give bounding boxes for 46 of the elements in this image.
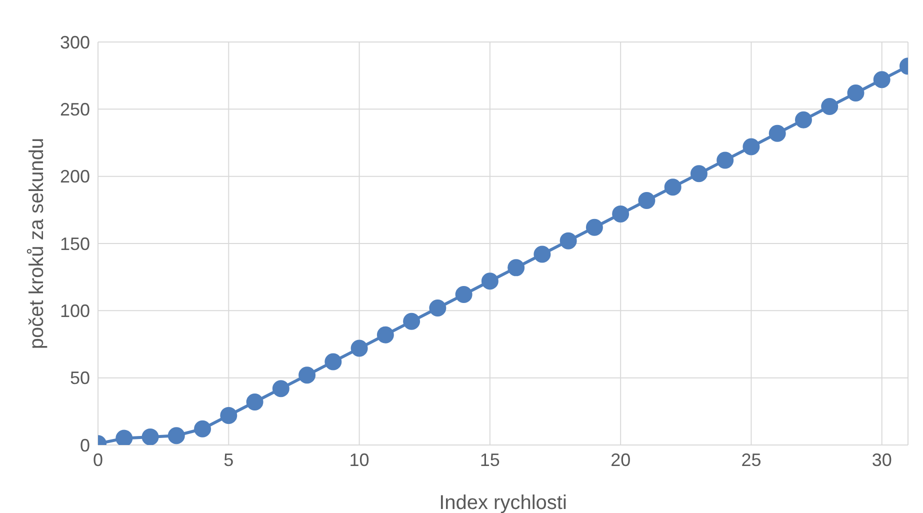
y-tick-label: 300 bbox=[60, 32, 90, 52]
point bbox=[350, 340, 368, 357]
y-tick-label: 250 bbox=[60, 100, 90, 120]
point bbox=[246, 394, 264, 411]
point bbox=[716, 152, 734, 169]
x-tick-label: 0 bbox=[92, 450, 104, 470]
y-tick-label: 100 bbox=[60, 301, 90, 322]
point bbox=[481, 272, 498, 290]
point bbox=[403, 312, 420, 330]
point bbox=[534, 246, 551, 263]
point bbox=[847, 84, 864, 102]
x-tick-label: 20 bbox=[610, 450, 631, 470]
x-axis-title: Index rychlosti bbox=[439, 492, 567, 513]
x-tick-label: 5 bbox=[224, 450, 234, 470]
point bbox=[429, 299, 446, 316]
point bbox=[168, 427, 185, 444]
point bbox=[272, 380, 290, 398]
point bbox=[508, 259, 525, 276]
point bbox=[794, 111, 812, 128]
x-tick-label: 25 bbox=[741, 450, 762, 470]
point bbox=[586, 218, 603, 236]
point bbox=[612, 205, 630, 222]
point bbox=[142, 428, 159, 445]
y-tick-label: 200 bbox=[60, 166, 90, 187]
point bbox=[116, 430, 133, 445]
point bbox=[376, 326, 394, 344]
point bbox=[742, 138, 760, 156]
x-tick-label: 15 bbox=[480, 450, 500, 470]
point bbox=[873, 71, 890, 88]
x-tick-label: 10 bbox=[349, 450, 370, 470]
point bbox=[298, 366, 316, 384]
x-tick-label: 30 bbox=[872, 450, 892, 470]
point bbox=[768, 124, 786, 142]
point bbox=[821, 98, 838, 115]
point bbox=[690, 165, 708, 182]
y-tick-label: 150 bbox=[60, 234, 90, 254]
point bbox=[638, 192, 656, 210]
point bbox=[560, 232, 577, 250]
point bbox=[324, 353, 342, 370]
point bbox=[220, 406, 238, 424]
point bbox=[194, 420, 212, 438]
point bbox=[455, 286, 472, 304]
y-tick-label: 0 bbox=[80, 435, 90, 456]
point bbox=[664, 178, 682, 196]
y-tick-label: 50 bbox=[70, 368, 90, 388]
y-axis-title: počet kroků za sekundu bbox=[26, 138, 48, 350]
